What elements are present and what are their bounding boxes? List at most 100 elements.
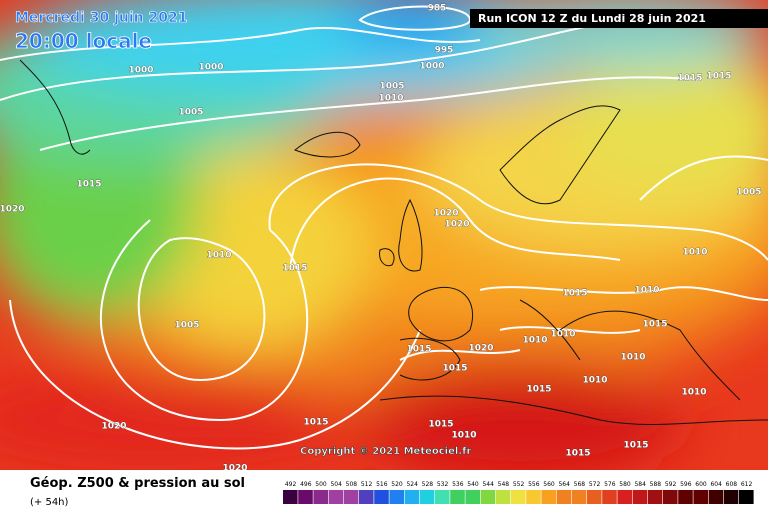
scale-swatch	[495, 490, 511, 504]
scale-label: 528	[422, 481, 434, 488]
scale-swatch	[663, 490, 678, 504]
coastlines	[19, 59, 768, 425]
scale-swatch	[693, 490, 708, 504]
isobar-label: 1010	[206, 251, 231, 261]
scale-swatch	[571, 490, 587, 504]
isobar-label: 1015	[76, 180, 101, 190]
scale-label: 504	[330, 481, 342, 488]
footer-title: Géop. Z500 & pression au sol	[30, 476, 245, 491]
isobar-label: 1015	[282, 264, 307, 274]
scale-label: 552	[513, 481, 525, 488]
scale-label: 500	[315, 481, 327, 488]
scale-label: 588	[650, 481, 662, 488]
scale-swatch	[541, 490, 556, 504]
isobar-label: 1020	[468, 344, 493, 354]
scale-swatch	[602, 490, 617, 504]
scale-label: 540	[467, 481, 479, 488]
scale-swatch	[435, 490, 450, 504]
scale-swatch	[647, 490, 663, 504]
scale-label: 576	[604, 481, 616, 488]
isobar-label: 1005	[174, 321, 199, 331]
scale-swatch	[465, 490, 480, 504]
isobar-label: 1010	[522, 336, 547, 346]
color-scale: 492 496 500 504 508 512 516 520 524 528 532 536 540 5…	[283, 481, 754, 504]
scale-label: 608	[726, 481, 738, 488]
isobar-label: 1015	[442, 364, 467, 374]
scale-label: 592	[665, 481, 677, 488]
scale-swatch	[343, 490, 359, 504]
scale-swatch	[480, 490, 496, 504]
isobar-label: 1010	[451, 431, 476, 441]
isobar-label: 1015	[623, 441, 648, 451]
scale-swatch	[374, 490, 389, 504]
scale-label: 492	[285, 481, 297, 488]
isobar-label: 1010	[582, 376, 607, 386]
scale-label: 584	[634, 481, 646, 488]
isobar-label: 1010	[620, 353, 645, 363]
isobar-label: 1000	[419, 62, 444, 72]
scale-label: 612	[741, 481, 753, 488]
scale-label: 524	[406, 481, 418, 488]
isobar-label: 1020	[0, 205, 25, 215]
isobar-label: 1005	[178, 108, 203, 118]
scale-label: 544	[482, 481, 494, 488]
scale-label: 548	[498, 481, 510, 488]
run-info: Run ICON 12 Z du Lundi 28 juin 2021	[478, 12, 706, 25]
isobar-label: 1020	[444, 220, 469, 230]
isobar-label: 1015	[706, 72, 731, 82]
date: Mercredi 30 juin 2021	[15, 10, 187, 26]
scale-label: 512	[361, 481, 373, 488]
isobar-label: 1010	[378, 94, 403, 104]
scale-label: 532	[437, 481, 449, 488]
run-box	[470, 9, 768, 28]
isobar-label: 1000	[198, 63, 223, 73]
scale-swatch	[678, 490, 693, 504]
isobar-label: 1010	[634, 286, 659, 296]
isobar-label: 1020	[101, 422, 126, 432]
scale-label: 580	[619, 481, 631, 488]
scale-label: 560	[543, 481, 555, 488]
scale-swatch	[313, 490, 328, 504]
isobar-label: 1010	[682, 248, 707, 258]
scale-swatch	[556, 490, 572, 504]
scale-label: 556	[528, 481, 540, 488]
isobar-label: 1015	[526, 385, 551, 395]
isobars	[0, 5, 768, 450]
isobar-label: 1005	[379, 82, 404, 92]
footer-lead: (+ 54h)	[30, 497, 69, 508]
isobar-label: 1015	[677, 74, 702, 84]
isobar-label: 985	[428, 4, 447, 14]
scale-swatch	[511, 490, 526, 504]
scale-swatch	[298, 490, 313, 504]
time: 20:00 locale	[15, 29, 152, 53]
scale-swatch	[359, 490, 374, 504]
isobar-label: 1005	[736, 188, 761, 198]
copyright: Copyright © 2021 Meteociel.fr	[300, 446, 471, 457]
isobar-label: 1015	[565, 449, 590, 459]
scale-swatch	[404, 490, 420, 504]
scale-label: 564	[558, 481, 570, 488]
scale-swatch	[723, 490, 739, 504]
scale-swatch	[617, 490, 632, 504]
isobar-label: 995	[435, 46, 454, 56]
scale-swatch	[739, 490, 754, 504]
scale-swatch	[708, 490, 724, 504]
isobar-label: 1015	[303, 418, 328, 428]
scale-label: 604	[710, 481, 722, 488]
scale-label: 572	[589, 481, 601, 488]
scale-label: 568	[574, 481, 586, 488]
scale-swatch	[389, 490, 404, 504]
scale-swatch	[419, 490, 435, 504]
isobar-label: 1010	[550, 330, 575, 340]
scale-swatch	[587, 490, 602, 504]
scale-swatch	[632, 490, 648, 504]
scale-label: 496	[300, 481, 312, 488]
scale-swatch	[328, 490, 344, 504]
isobar-label: 1020	[222, 464, 247, 474]
scale-swatch	[283, 490, 298, 504]
scale-swatch	[526, 490, 541, 504]
scale-swatch	[450, 490, 465, 504]
